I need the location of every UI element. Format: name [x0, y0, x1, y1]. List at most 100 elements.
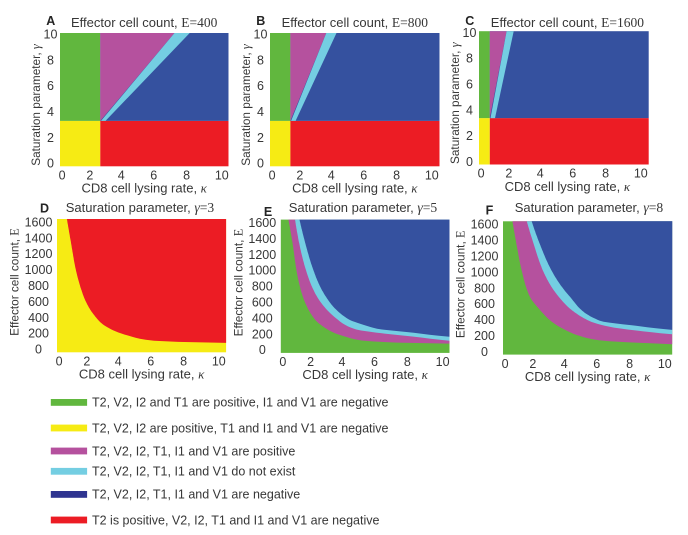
- svg-text:CD8 cell lysing rate, κ: CD8 cell lysing rate, κ: [79, 367, 205, 382]
- svg-text:8: 8: [404, 355, 411, 369]
- svg-text:1400: 1400: [25, 231, 53, 245]
- svg-text:1200: 1200: [471, 250, 499, 264]
- svg-text:10: 10: [44, 28, 58, 42]
- svg-text:Effector cell count, E: Effector cell count, E: [231, 229, 245, 337]
- svg-text:2: 2: [307, 355, 314, 369]
- svg-text:Saturation parameter, γ: Saturation parameter, γ: [29, 43, 43, 166]
- svg-text:6: 6: [593, 357, 600, 371]
- svg-text:2: 2: [505, 167, 512, 181]
- svg-text:T2, V2, I2, T1, I1 and V1 do n: T2, V2, I2, T1, I1 and V1 do not exist: [92, 465, 296, 479]
- svg-text:8: 8: [626, 357, 633, 371]
- svg-text:4: 4: [466, 103, 473, 117]
- svg-text:0: 0: [59, 169, 66, 183]
- svg-text:Effector cell count, E: Effector cell count, E: [454, 230, 468, 338]
- svg-text:D: D: [40, 202, 49, 216]
- svg-text:4: 4: [328, 169, 335, 183]
- svg-text:T2, V2, I2 and T1 are positive: T2, V2, I2 and T1 are positive, I1 and V…: [92, 396, 389, 410]
- svg-text:6: 6: [360, 169, 367, 183]
- svg-text:8: 8: [393, 169, 400, 183]
- svg-text:Saturation parameter, γ: Saturation parameter, γ: [239, 43, 253, 166]
- svg-text:Effector cell count, E=1600: Effector cell count, E=1600: [491, 15, 644, 30]
- svg-text:CD8 cell lysing rate, κ: CD8 cell lysing rate, κ: [81, 181, 207, 196]
- svg-text:8: 8: [47, 53, 54, 67]
- svg-text:T2, V2, I2, T1, I1 and V1 are: T2, V2, I2, T1, I1 and V1 are negative: [92, 488, 300, 502]
- svg-text:6: 6: [569, 167, 576, 181]
- svg-text:0: 0: [466, 155, 473, 169]
- svg-text:2: 2: [47, 131, 54, 145]
- svg-text:10: 10: [215, 169, 229, 183]
- svg-text:1200: 1200: [248, 248, 276, 262]
- svg-text:2: 2: [83, 355, 90, 369]
- svg-text:1600: 1600: [248, 216, 276, 230]
- svg-text:0: 0: [502, 357, 509, 371]
- svg-text:CD8 cell lysing rate, κ: CD8 cell lysing rate, κ: [525, 369, 651, 384]
- svg-text:4: 4: [118, 169, 125, 183]
- svg-text:T2, V2, I2 are positive, T1 an: T2, V2, I2 are positive, T1 and I1 and V…: [92, 421, 389, 435]
- svg-text:F: F: [486, 204, 494, 218]
- svg-text:6: 6: [47, 79, 54, 93]
- svg-text:2: 2: [466, 129, 473, 143]
- svg-text:6: 6: [466, 77, 473, 91]
- svg-text:1000: 1000: [471, 265, 499, 279]
- svg-text:CD8 cell lysing rate, κ: CD8 cell lysing rate, κ: [292, 181, 418, 196]
- svg-text:600: 600: [474, 297, 495, 311]
- svg-text:A: A: [46, 14, 55, 28]
- svg-text:10: 10: [634, 167, 648, 181]
- svg-text:10: 10: [425, 169, 439, 183]
- svg-text:0: 0: [56, 355, 63, 369]
- svg-text:6: 6: [150, 169, 157, 183]
- svg-text:10: 10: [436, 355, 450, 369]
- svg-text:8: 8: [180, 355, 187, 369]
- svg-text:Saturation parameter, γ=5: Saturation parameter, γ=5: [289, 200, 438, 215]
- svg-text:4: 4: [537, 167, 544, 181]
- svg-text:T2, V2, I2, T1, I1 and V1 are: T2, V2, I2, T1, I1 and V1 are positive: [92, 444, 295, 458]
- svg-text:4: 4: [339, 355, 346, 369]
- svg-text:400: 400: [252, 311, 273, 325]
- svg-text:2: 2: [296, 169, 303, 183]
- svg-text:Saturation parameter, γ=8: Saturation parameter, γ=8: [515, 200, 664, 215]
- svg-text:800: 800: [252, 280, 273, 294]
- svg-text:0: 0: [257, 157, 264, 171]
- svg-text:400: 400: [474, 313, 495, 327]
- svg-text:0: 0: [279, 355, 286, 369]
- svg-text:C: C: [465, 14, 474, 28]
- svg-text:4: 4: [257, 105, 264, 119]
- svg-text:CD8 cell lysing rate, κ: CD8 cell lysing rate, κ: [302, 367, 428, 382]
- svg-text:1600: 1600: [25, 215, 53, 229]
- svg-text:Saturation parameter, γ: Saturation parameter, γ: [448, 41, 462, 164]
- svg-text:6: 6: [371, 355, 378, 369]
- svg-text:0: 0: [481, 345, 488, 359]
- svg-text:Effector cell count, E: Effector cell count, E: [8, 228, 22, 336]
- svg-text:0: 0: [259, 343, 266, 357]
- svg-text:600: 600: [252, 296, 273, 310]
- svg-text:10: 10: [254, 28, 268, 42]
- svg-text:4: 4: [115, 355, 122, 369]
- svg-text:1200: 1200: [25, 247, 53, 261]
- svg-text:2: 2: [86, 169, 93, 183]
- svg-text:4: 4: [47, 105, 54, 119]
- svg-text:0: 0: [47, 157, 54, 171]
- svg-text:8: 8: [257, 53, 264, 67]
- svg-text:800: 800: [474, 281, 495, 295]
- svg-text:600: 600: [28, 295, 49, 309]
- svg-text:E: E: [264, 205, 272, 219]
- svg-text:400: 400: [28, 311, 49, 325]
- svg-text:8: 8: [466, 52, 473, 66]
- svg-text:1000: 1000: [25, 263, 53, 277]
- svg-text:CD8 cell lysing rate, κ: CD8 cell lysing rate, κ: [505, 179, 631, 194]
- svg-text:800: 800: [28, 279, 49, 293]
- svg-text:1000: 1000: [248, 264, 276, 278]
- svg-text:2: 2: [529, 357, 536, 371]
- svg-text:0: 0: [35, 343, 42, 357]
- svg-text:Effector cell count, E=400: Effector cell count, E=400: [71, 15, 218, 30]
- svg-text:10: 10: [463, 26, 477, 40]
- svg-text:T2 is positive, V2, I2, T1 and: T2 is positive, V2, I2, T1 and I1 and V1…: [92, 513, 379, 527]
- svg-text:6: 6: [257, 79, 264, 93]
- svg-text:Saturation parameter, γ=3: Saturation parameter, γ=3: [66, 200, 215, 215]
- svg-text:0: 0: [478, 167, 485, 181]
- svg-text:4: 4: [561, 357, 568, 371]
- svg-text:6: 6: [147, 355, 154, 369]
- svg-text:8: 8: [183, 169, 190, 183]
- svg-text:200: 200: [474, 329, 495, 343]
- svg-text:10: 10: [212, 355, 226, 369]
